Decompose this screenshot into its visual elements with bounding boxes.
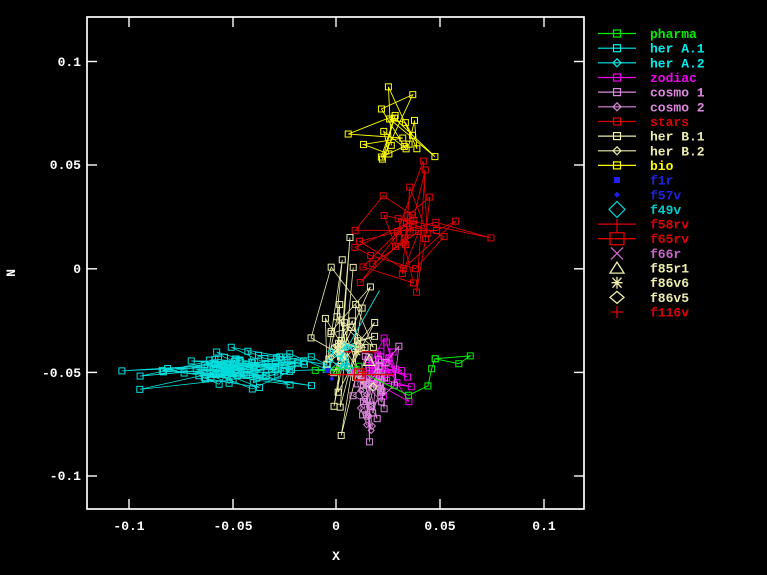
svg-text:0: 0: [332, 519, 340, 534]
svg-text:f58rv: f58rv: [650, 218, 689, 233]
svg-text:f49v: f49v: [650, 203, 681, 218]
svg-text:cosmo 2: cosmo 2: [650, 100, 705, 115]
svg-text:f86v5: f86v5: [650, 291, 689, 306]
svg-text:f57v: f57v: [650, 188, 681, 203]
svg-text:her A.1: her A.1: [650, 42, 705, 57]
svg-text:her B.1: her B.1: [650, 130, 705, 145]
svg-text:-0.05: -0.05: [42, 366, 81, 381]
svg-text:-0.05: -0.05: [213, 519, 252, 534]
svg-text:X: X: [332, 549, 340, 564]
svg-text:bio: bio: [650, 159, 674, 174]
svg-text:f85r1: f85r1: [650, 262, 689, 277]
svg-text:pharma: pharma: [650, 27, 697, 42]
svg-text:f65rv: f65rv: [650, 232, 689, 247]
svg-text:0.1: 0.1: [532, 519, 556, 534]
svg-text:0.05: 0.05: [50, 158, 81, 173]
svg-text:-0.1: -0.1: [113, 519, 144, 534]
svg-text:f1r: f1r: [650, 174, 673, 189]
svg-text:f86v6: f86v6: [650, 276, 689, 291]
svg-text:cosmo 1: cosmo 1: [650, 86, 705, 101]
svg-text:stars: stars: [650, 115, 689, 130]
svg-text:0: 0: [73, 262, 81, 277]
svg-text:f66r: f66r: [650, 247, 681, 262]
svg-text:zodiac: zodiac: [650, 71, 697, 86]
svg-text:her B.2: her B.2: [650, 144, 705, 159]
svg-text:-0.1: -0.1: [50, 469, 81, 484]
svg-text:0.05: 0.05: [424, 519, 455, 534]
svg-text:N: N: [4, 269, 19, 277]
svg-text:0.1: 0.1: [58, 55, 82, 70]
svg-text:her A.2: her A.2: [650, 56, 705, 71]
svg-text:f116v: f116v: [650, 306, 689, 321]
